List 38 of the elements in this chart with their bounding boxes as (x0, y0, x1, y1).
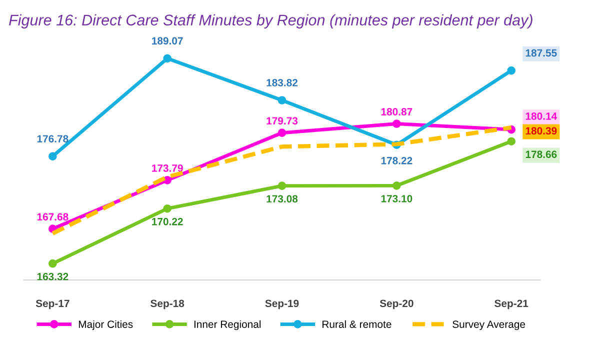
data-label: 173.79 (152, 164, 183, 172)
point (163, 204, 172, 213)
point (48, 152, 57, 161)
data-label: 167.68 (37, 213, 68, 221)
x-tick-label: Sep-19 (265, 300, 299, 310)
chart-title: Figure 16: Direct Care Staff Minutes by Region (minutes per resident per day) (8, 14, 532, 29)
data-label: 173.10 (381, 194, 412, 202)
x-tick-label: Sep-21 (494, 300, 528, 310)
data-label: 179.73 (266, 117, 298, 125)
legend-label: Survey Average (452, 320, 526, 330)
data-label: 187.55 (526, 49, 557, 57)
x-tick-label: Sep-20 (380, 300, 414, 310)
data-label: 170.22 (152, 218, 183, 226)
data-label: 176.78 (37, 135, 68, 142)
data-label: 163.32 (37, 272, 68, 280)
data-label: 189.07 (152, 37, 183, 45)
point (278, 182, 286, 190)
legend-label: Rural & remote (322, 320, 392, 328)
point (507, 137, 516, 146)
point (163, 54, 172, 63)
data-label: 180.39 (526, 127, 557, 135)
point (163, 176, 172, 184)
data-label: 180.87 (381, 108, 412, 116)
point (507, 66, 516, 75)
point (278, 96, 286, 104)
point (48, 259, 57, 268)
point (392, 120, 401, 128)
x-tick-label: Sep-17 (36, 300, 70, 310)
data-label: 173.08 (266, 195, 298, 203)
x-tick-label: Sep-18 (150, 300, 184, 310)
data-label: 180.14 (526, 112, 558, 120)
data-label: 178.22 (381, 156, 412, 164)
legend-label: Major Cities (78, 320, 133, 330)
point (392, 181, 401, 190)
data-label: 178.66 (526, 150, 557, 158)
legend-label: Inner Regional (194, 320, 261, 330)
data-label: 183.82 (266, 79, 298, 86)
point (278, 128, 286, 137)
